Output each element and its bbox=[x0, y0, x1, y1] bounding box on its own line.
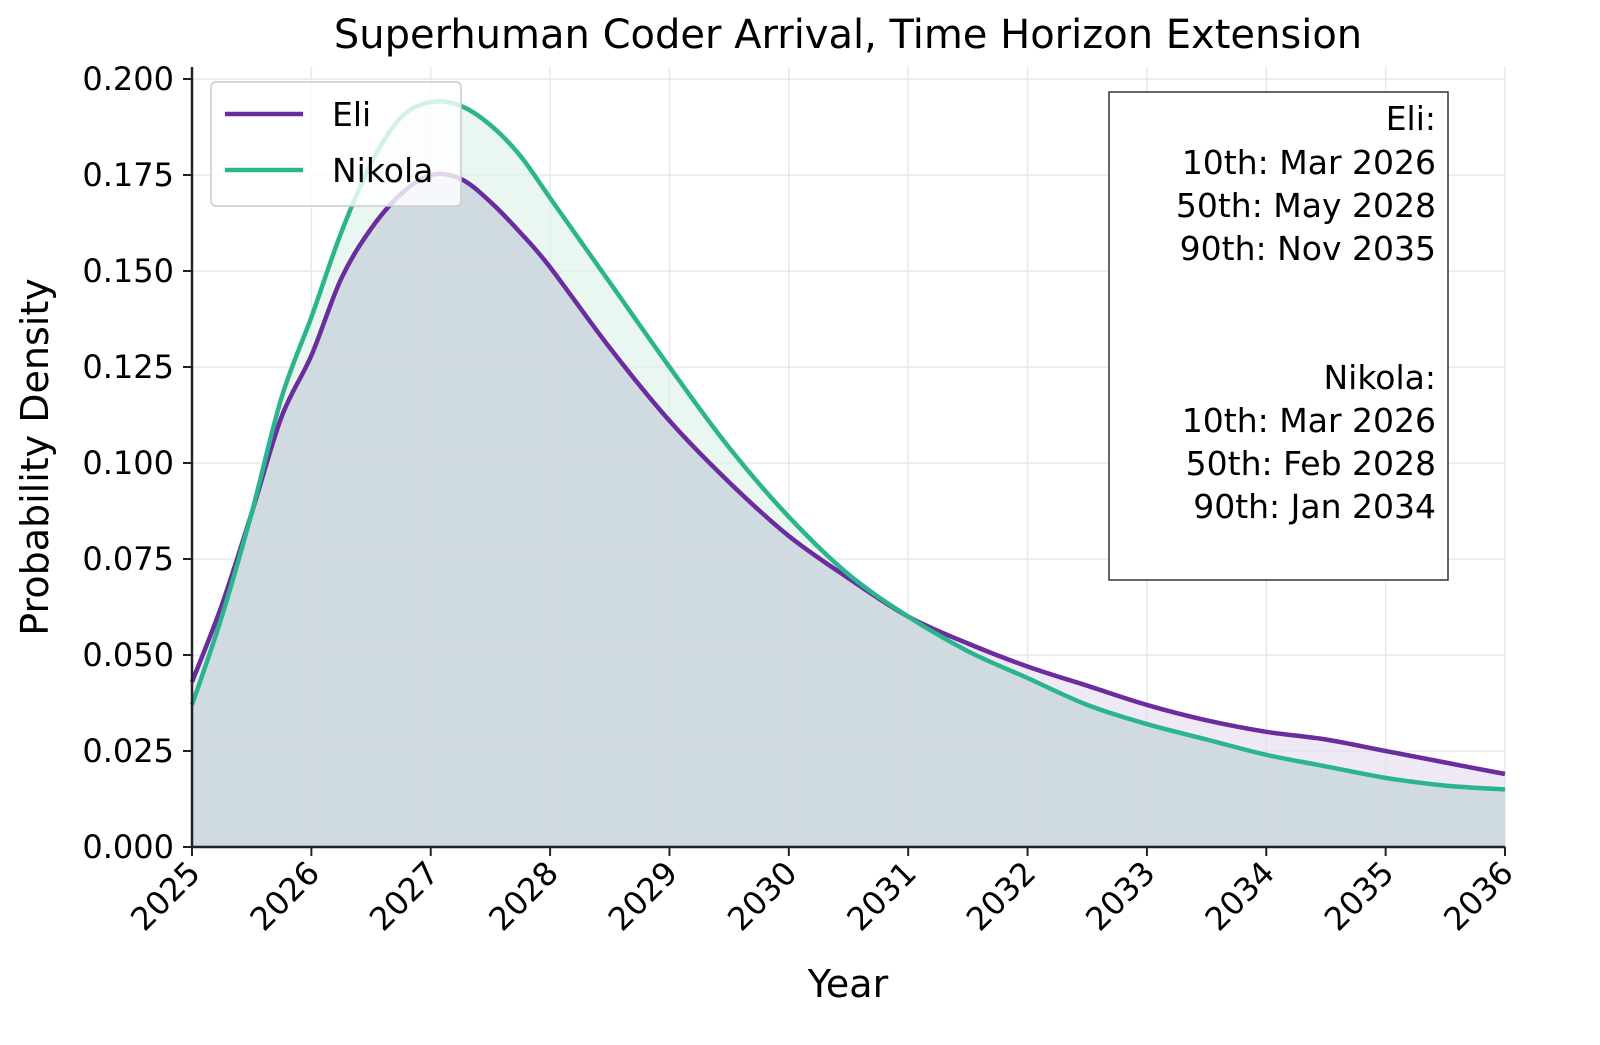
x-tick-label: 2033 bbox=[1078, 854, 1162, 938]
chart-title: Superhuman Coder Arrival, Time Horizon E… bbox=[334, 12, 1362, 58]
y-tick-label: 0.100 bbox=[82, 444, 174, 482]
x-tick-label: 2028 bbox=[481, 854, 565, 938]
line-nikola bbox=[189, 99, 1506, 792]
stats-nikola-90th: 90th: Jan 2034 bbox=[1193, 487, 1436, 526]
series-lines bbox=[189, 99, 1506, 792]
legend-eli-label: Eli bbox=[332, 95, 371, 134]
y-tick-label: 0.200 bbox=[82, 60, 174, 98]
legend-nikola-label: Nikola bbox=[332, 151, 433, 190]
stats-box-frame bbox=[1108, 91, 1449, 581]
x-tick-label: 2025 bbox=[123, 854, 207, 938]
x-tick-label: 2032 bbox=[959, 854, 1043, 938]
x-tick-label: 2029 bbox=[601, 854, 685, 938]
area-overlap bbox=[192, 173, 1505, 847]
line-eli bbox=[189, 171, 1506, 777]
stats-box: Eli: 10th: Mar 2026 50th: May 2028 90th:… bbox=[1108, 91, 1449, 581]
x-tick-label: 2035 bbox=[1317, 854, 1401, 938]
stats-nikola-header: Nikola: bbox=[1324, 358, 1437, 397]
x-tick-label: 2027 bbox=[362, 854, 446, 938]
y-tick-label: 0.175 bbox=[82, 156, 174, 194]
x-tick-label: 2036 bbox=[1436, 854, 1520, 938]
y-tick-label: 0.125 bbox=[82, 348, 174, 386]
series-areas bbox=[192, 101, 1505, 848]
stats-eli-10th: 10th: Mar 2026 bbox=[1182, 143, 1436, 182]
y-axis-label: Probability Density bbox=[13, 278, 57, 635]
y-tick-label: 0.025 bbox=[82, 732, 174, 770]
stats-nikola-50th: 50th: Feb 2028 bbox=[1186, 444, 1436, 483]
stats-nikola-10th: 10th: Mar 2026 bbox=[1182, 401, 1436, 440]
x-tick-label: 2031 bbox=[839, 854, 923, 938]
x-tick-label: 2030 bbox=[720, 854, 804, 938]
y-axis-ticks: 0.000 0.025 0.050 0.075 0.100 0.125 0.150 0.175… bbox=[82, 60, 192, 866]
x-tick-label: 2026 bbox=[243, 854, 327, 938]
legend: Eli Nikola bbox=[210, 81, 462, 207]
y-tick-label: 0.050 bbox=[82, 636, 174, 674]
stats-eli-header: Eli: bbox=[1386, 99, 1436, 138]
y-tick-label: 0.075 bbox=[82, 540, 174, 578]
stats-eli-50th: 50th: May 2028 bbox=[1176, 186, 1436, 225]
x-axis-ticks: 2025 2026 2027 2028 2029 2030 2031 2032 2033 2034… bbox=[123, 847, 1521, 938]
y-tick-label: 0.150 bbox=[82, 252, 174, 290]
x-tick-label: 2034 bbox=[1197, 854, 1281, 938]
x-axis-label: Year bbox=[807, 962, 889, 1006]
y-tick-label: 0.000 bbox=[82, 828, 174, 866]
stats-eli-90th: 90th: Nov 2035 bbox=[1180, 229, 1436, 268]
